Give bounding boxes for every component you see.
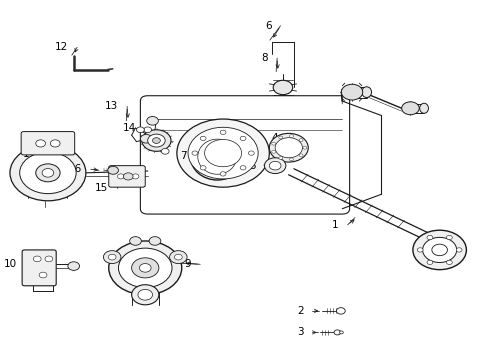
Circle shape bbox=[240, 136, 245, 140]
Circle shape bbox=[50, 140, 60, 147]
Circle shape bbox=[204, 139, 241, 167]
Circle shape bbox=[146, 117, 158, 125]
Circle shape bbox=[117, 174, 124, 179]
Text: 3: 3 bbox=[296, 327, 303, 337]
Circle shape bbox=[123, 173, 133, 180]
Ellipse shape bbox=[197, 139, 236, 174]
Circle shape bbox=[138, 289, 152, 300]
Circle shape bbox=[426, 260, 432, 265]
Circle shape bbox=[147, 134, 165, 147]
Text: 5: 5 bbox=[249, 161, 256, 171]
FancyBboxPatch shape bbox=[21, 132, 75, 155]
Circle shape bbox=[446, 235, 451, 240]
Text: 11: 11 bbox=[22, 149, 36, 159]
Circle shape bbox=[275, 138, 302, 158]
Circle shape bbox=[302, 146, 306, 149]
Text: 7: 7 bbox=[180, 150, 186, 161]
Circle shape bbox=[45, 256, 53, 262]
Circle shape bbox=[108, 254, 116, 260]
Circle shape bbox=[39, 272, 47, 278]
Circle shape bbox=[161, 148, 169, 154]
Text: 9: 9 bbox=[184, 259, 191, 269]
Circle shape bbox=[412, 230, 466, 270]
Text: 4: 4 bbox=[270, 133, 277, 143]
Circle shape bbox=[271, 142, 275, 145]
Circle shape bbox=[264, 158, 285, 174]
Circle shape bbox=[131, 258, 159, 278]
Circle shape bbox=[20, 152, 76, 194]
Circle shape bbox=[220, 172, 225, 176]
FancyBboxPatch shape bbox=[22, 250, 56, 286]
Circle shape bbox=[416, 248, 422, 252]
FancyBboxPatch shape bbox=[140, 96, 349, 214]
Text: 13: 13 bbox=[105, 102, 118, 112]
Circle shape bbox=[431, 244, 447, 256]
Circle shape bbox=[200, 166, 205, 170]
Circle shape bbox=[169, 251, 187, 264]
Circle shape bbox=[271, 150, 275, 153]
Circle shape bbox=[401, 102, 418, 115]
Circle shape bbox=[341, 84, 362, 100]
Circle shape bbox=[132, 174, 139, 179]
Text: 6: 6 bbox=[264, 21, 271, 31]
Text: 14: 14 bbox=[122, 123, 136, 133]
Circle shape bbox=[192, 151, 197, 155]
Text: 2: 2 bbox=[296, 306, 303, 316]
Circle shape bbox=[107, 166, 118, 174]
Text: 15: 15 bbox=[94, 183, 107, 193]
Circle shape bbox=[278, 157, 282, 159]
Circle shape bbox=[278, 136, 282, 139]
Text: 12: 12 bbox=[55, 42, 68, 52]
Circle shape bbox=[33, 256, 41, 262]
Circle shape bbox=[336, 308, 345, 314]
Ellipse shape bbox=[419, 103, 427, 113]
Circle shape bbox=[131, 285, 159, 305]
Circle shape bbox=[10, 145, 86, 201]
Circle shape bbox=[129, 237, 141, 245]
Circle shape bbox=[142, 130, 171, 151]
Circle shape bbox=[177, 119, 269, 187]
Circle shape bbox=[220, 130, 225, 134]
Circle shape bbox=[289, 135, 293, 138]
Text: 1: 1 bbox=[332, 220, 338, 230]
Circle shape bbox=[339, 331, 343, 334]
Circle shape bbox=[299, 154, 303, 157]
Circle shape bbox=[240, 166, 245, 170]
Circle shape bbox=[248, 151, 254, 155]
FancyBboxPatch shape bbox=[108, 166, 145, 187]
Circle shape bbox=[174, 254, 182, 260]
Circle shape bbox=[426, 235, 432, 240]
Circle shape bbox=[118, 248, 172, 288]
Circle shape bbox=[103, 251, 121, 264]
Circle shape bbox=[108, 241, 182, 295]
Ellipse shape bbox=[361, 87, 371, 98]
Circle shape bbox=[422, 237, 456, 262]
Circle shape bbox=[140, 134, 152, 143]
Circle shape bbox=[36, 140, 45, 147]
Circle shape bbox=[299, 139, 303, 141]
Circle shape bbox=[269, 134, 307, 162]
Circle shape bbox=[143, 127, 151, 133]
Text: 10: 10 bbox=[4, 259, 17, 269]
Circle shape bbox=[446, 260, 451, 265]
Text: 8: 8 bbox=[261, 53, 268, 63]
Circle shape bbox=[455, 248, 461, 252]
Ellipse shape bbox=[190, 134, 244, 180]
Circle shape bbox=[188, 127, 258, 179]
Circle shape bbox=[68, 262, 80, 270]
Circle shape bbox=[136, 127, 144, 133]
Circle shape bbox=[200, 136, 205, 140]
Circle shape bbox=[152, 138, 160, 143]
Text: 16: 16 bbox=[69, 164, 82, 174]
Circle shape bbox=[36, 164, 60, 182]
Circle shape bbox=[273, 80, 292, 95]
Circle shape bbox=[289, 158, 293, 161]
Circle shape bbox=[42, 168, 54, 177]
Circle shape bbox=[269, 161, 281, 170]
Circle shape bbox=[139, 264, 151, 272]
Circle shape bbox=[149, 237, 161, 245]
Circle shape bbox=[333, 330, 340, 335]
